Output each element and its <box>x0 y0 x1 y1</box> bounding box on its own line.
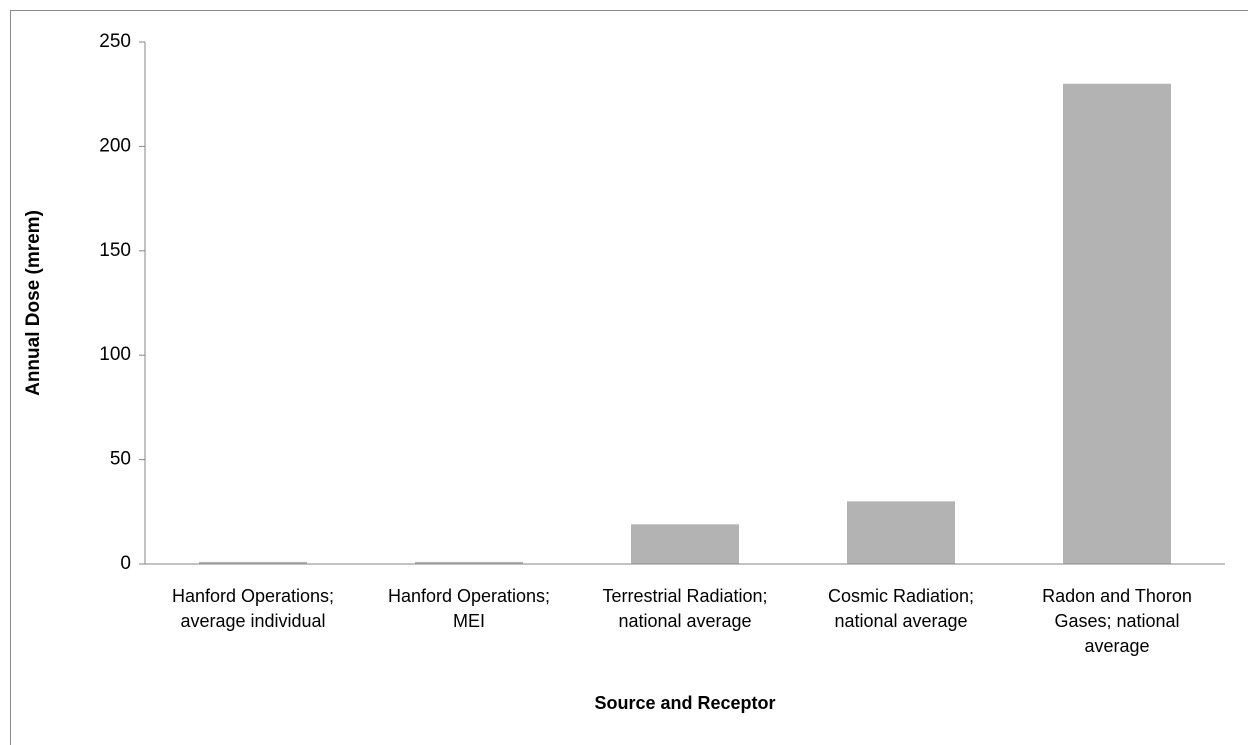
y-tick-label: 50 <box>110 449 131 470</box>
y-tick-label: 150 <box>99 240 131 261</box>
bar <box>199 561 307 564</box>
x-tick-label: Terrestrial Radiation; national average <box>602 586 768 631</box>
bar <box>631 524 739 564</box>
x-tick-label: Hanford Operations; average individual <box>171 586 335 631</box>
x-tick-label: Cosmic Radiation; national average <box>827 586 975 631</box>
bar <box>1063 83 1171 564</box>
y-axis-title: Annual Dose (mrem) <box>23 210 44 396</box>
x-axis-title: Source and Receptor <box>594 693 775 713</box>
y-tick-label: 0 <box>120 553 131 574</box>
x-tick-label: Radon and Thoron Gases; national average <box>1042 586 1192 656</box>
y-tick-label: 100 <box>99 344 131 365</box>
chart-frame <box>10 10 1248 745</box>
x-tick-label: Hanford Operations; MEI <box>387 586 551 631</box>
bar <box>415 561 523 564</box>
y-tick-label: 250 <box>99 31 131 52</box>
y-tick-label: 200 <box>99 135 131 156</box>
bar <box>847 501 955 564</box>
